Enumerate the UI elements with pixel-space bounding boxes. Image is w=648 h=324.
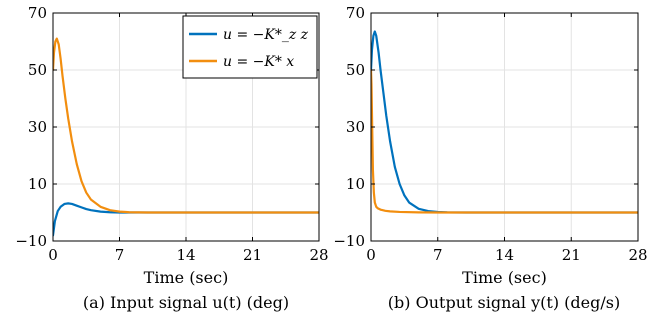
x-tick-label: 28: [309, 246, 328, 264]
x-tick-label: 0: [366, 246, 376, 264]
subfigure-caption: (a) Input signal u(t) (deg): [83, 293, 289, 312]
chart-output-signal: 0 7 14 21 28 −10 10 30 50 70 Time (sec) (b) Output …: [333, 4, 647, 312]
y-tick-label: 30: [28, 118, 47, 136]
y-tick-label: 10: [28, 175, 47, 193]
chart-input-signal: 0 7 14 21 28 −10 10 30 50 70 Time (sec) (a) Input s…: [15, 4, 328, 312]
legend: u = −K*_z z u = −K* x: [182, 15, 318, 79]
subfigure-caption: (b) Output signal y(t) (deg/s): [388, 293, 620, 312]
x-tick-label: 0: [48, 246, 58, 264]
x-axis-title: Time (sec): [462, 268, 547, 287]
y-tick-label: 30: [346, 118, 365, 136]
legend-box: [182, 15, 318, 79]
series-line-orange: [371, 68, 638, 214]
x-tick-label: 28: [628, 246, 647, 264]
legend-label: u = −K* x: [223, 54, 294, 70]
x-tick-label: 21: [562, 246, 581, 264]
y-tick-label: −10: [333, 232, 365, 250]
y-tick-label: 10: [346, 175, 365, 193]
x-axis-title: Time (sec): [144, 268, 229, 287]
y-tick-label: 70: [28, 4, 47, 22]
y-tick-label: 50: [28, 61, 47, 79]
x-tick-label: 7: [115, 246, 125, 264]
x-tick-label: 21: [243, 246, 262, 264]
y-tick-label: −10: [15, 232, 47, 250]
y-tick-label: 50: [346, 61, 365, 79]
x-tick-label: 14: [176, 246, 195, 264]
y-tick-label: 70: [346, 4, 365, 22]
legend-label: u = −K*_z z: [223, 27, 309, 43]
x-tick-label: 14: [495, 246, 514, 264]
x-tick-label: 7: [433, 246, 443, 264]
series-line-orange: [53, 37, 319, 214]
